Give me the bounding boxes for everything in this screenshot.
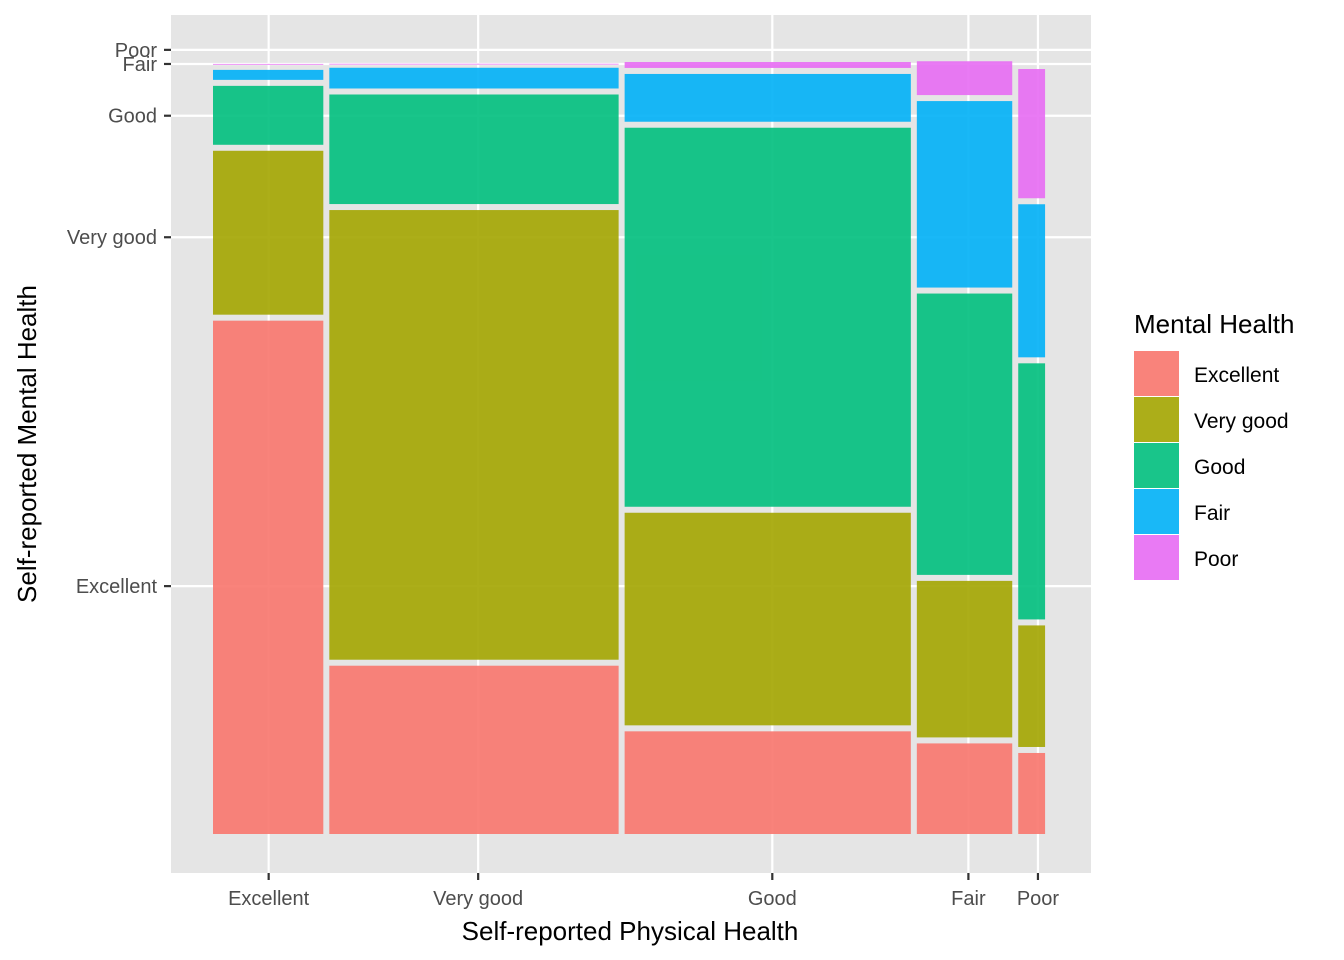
tile-excellent-good	[213, 85, 324, 145]
tile-fair-excellent	[916, 743, 1013, 834]
tile-excellent-very-good	[213, 150, 324, 315]
tile-good-excellent	[624, 731, 911, 834]
tile-poor-good	[1018, 363, 1046, 620]
tile-good-fair	[624, 73, 911, 122]
x-axis-title: Self-reported Physical Health	[462, 916, 799, 946]
tile-poor-very-good	[1018, 625, 1046, 747]
legend-label: Fair	[1194, 502, 1230, 525]
y-tick-label: Very good	[67, 227, 157, 249]
legend-label: Good	[1194, 456, 1245, 479]
tile-excellent-fair	[213, 69, 324, 80]
tile-very-good-excellent	[329, 665, 619, 834]
y-tick-label: Good	[108, 106, 157, 128]
tile-very-good-very-good	[329, 210, 619, 660]
tile-excellent-excellent	[213, 320, 324, 834]
tile-poor-fair	[1018, 204, 1046, 358]
x-axis: Excellent Very good Good Fair Poor	[228, 873, 1059, 910]
tile-poor-poor	[1018, 69, 1046, 199]
legend-label: Very good	[1194, 410, 1289, 433]
tile-very-good-fair	[329, 67, 619, 89]
y-tick-label: Excellent	[76, 576, 158, 598]
tile-very-good-poor	[329, 63, 619, 65]
tile-fair-poor	[916, 61, 1013, 96]
tile-fair-fair	[916, 101, 1013, 288]
tile-excellent-poor	[213, 63, 324, 65]
legend-title: Mental Health	[1134, 309, 1294, 339]
tile-fair-very-good	[916, 580, 1013, 738]
mosaic-tiles	[213, 61, 1046, 834]
tile-good-very-good	[624, 512, 911, 726]
legend-key	[1134, 443, 1179, 488]
legend-key	[1134, 535, 1179, 580]
x-tick-label: Good	[748, 888, 797, 910]
x-tick-label: Poor	[1017, 888, 1060, 910]
tile-very-good-good	[329, 94, 619, 205]
x-tick-label: Excellent	[228, 888, 310, 910]
y-axis-title: Self-reported Mental Health	[12, 285, 42, 603]
y-tick-label: Poor	[115, 40, 158, 62]
x-tick-label: Fair	[951, 888, 986, 910]
tile-poor-excellent	[1018, 752, 1046, 834]
legend-key	[1134, 397, 1179, 442]
legend-label: Excellent	[1194, 364, 1279, 387]
y-tick-label: Fair	[123, 54, 158, 76]
legend: Mental Health Excellent Very good Good Fair…	[1134, 309, 1294, 580]
tile-good-poor	[624, 62, 911, 68]
x-tick-label: Very good	[433, 888, 523, 910]
legend-label: Poor	[1194, 548, 1238, 571]
tile-fair-good	[916, 293, 1013, 575]
tile-good-good	[624, 127, 911, 507]
legend-key	[1134, 489, 1179, 534]
legend-key	[1134, 351, 1179, 396]
